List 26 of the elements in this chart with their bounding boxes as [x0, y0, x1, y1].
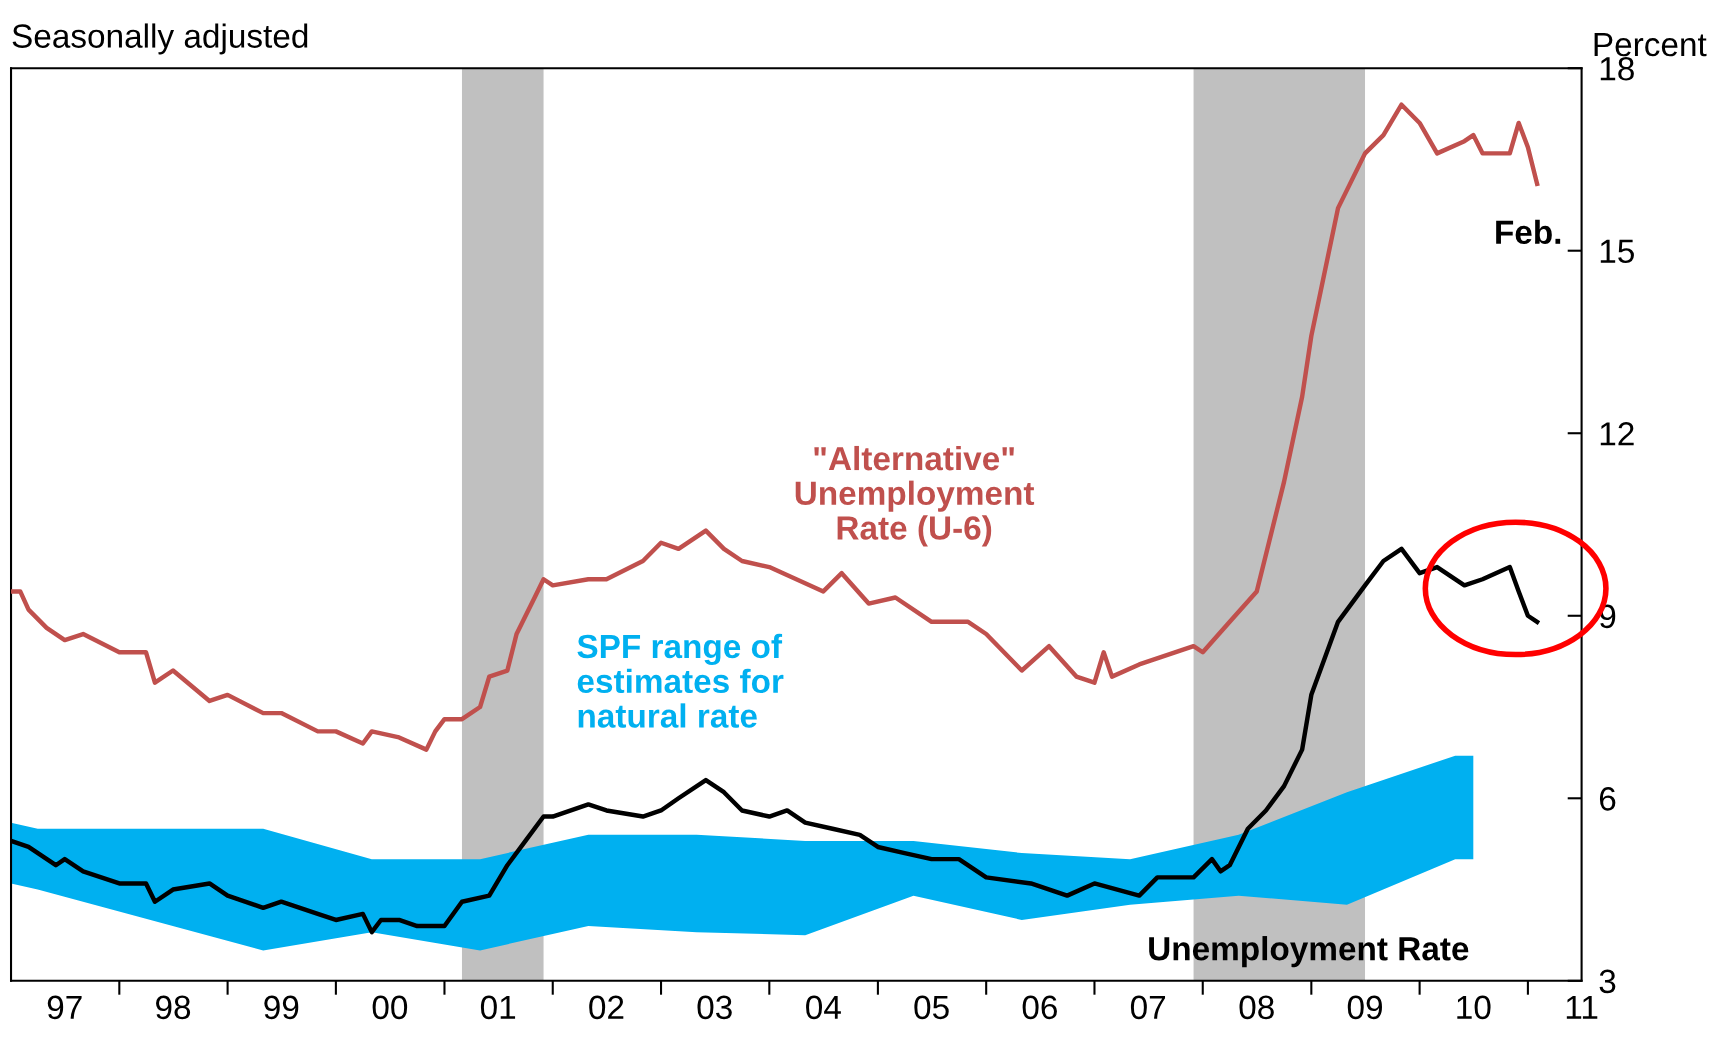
y-tick-label: 15	[1600, 239, 1634, 264]
series-label: Unemployment Rate	[1149, 936, 1469, 968]
y-tick-label: 6	[1599, 787, 1616, 811]
legend-label: SPF range of estimates for natural rate	[577, 633, 784, 728]
x-tick-label: 09	[1347, 995, 1382, 1020]
x-tick-label: 11	[1566, 995, 1598, 1019]
x-tick-label: 99	[264, 995, 299, 1020]
x-tick-label: 97	[47, 995, 82, 1020]
x-tick-label: 05	[914, 995, 949, 1020]
x-tick-label: 00	[372, 995, 408, 1020]
y-tick-label: 18	[1600, 56, 1634, 81]
chart-subtitle: Seasonally adjusted	[12, 23, 308, 55]
x-tick-label: 06	[1022, 995, 1057, 1020]
x-tick-label: 01	[480, 995, 516, 1020]
x-tick-label: 98	[156, 995, 191, 1020]
x-tick-label: 07	[1130, 995, 1166, 1020]
y-tick-label: 12	[1600, 422, 1634, 446]
y-tick-label: 3	[1599, 969, 1616, 994]
annotation: Feb.	[1496, 219, 1561, 245]
x-tick-label: 03	[697, 995, 732, 1020]
x-tick-label: 04	[806, 995, 841, 1020]
y-axis-title: Percent	[1594, 33, 1707, 57]
series-label: "Alternative" Unemployment Rate (U-6)	[795, 445, 1035, 547]
x-tick-label: 08	[1239, 995, 1274, 1020]
x-tick-label: 10	[1457, 995, 1491, 1020]
x-tick-label: 02	[589, 995, 624, 1020]
